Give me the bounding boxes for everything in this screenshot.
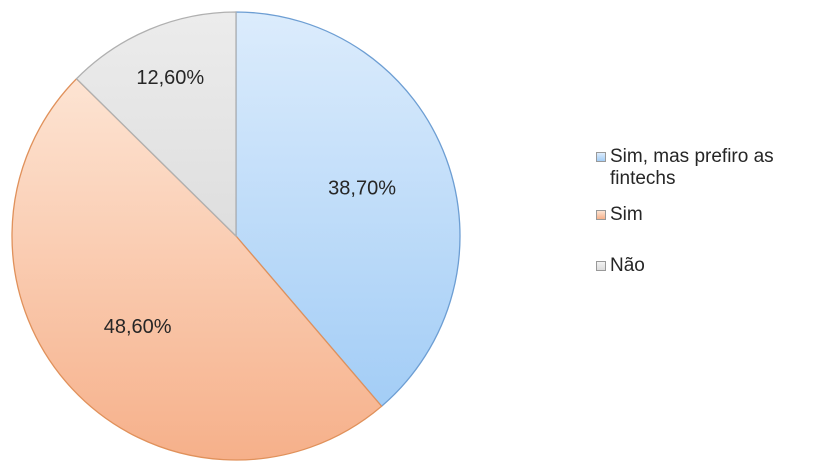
legend-swatch <box>596 210 606 220</box>
data-label: 38,70% <box>328 178 396 200</box>
legend-swatch <box>596 152 606 162</box>
pie-data-labels: 38,70% 48,60% 12,60% <box>104 67 396 338</box>
legend-item-nao: Não <box>596 255 818 277</box>
legend: Sim, mas prefiro as fintechs Sim Não <box>596 146 818 277</box>
legend-item-sim: Sim <box>596 204 818 226</box>
slice-nao <box>75 11 237 238</box>
pie-slices <box>11 11 461 461</box>
legend-item-sim-mas-prefiro: Sim, mas prefiro as fintechs <box>596 146 818 190</box>
legend-label: Sim, mas prefiro as fintechs <box>610 146 774 189</box>
slice-sim-mas-prefiro <box>235 11 461 408</box>
legend-swatch <box>596 261 606 271</box>
legend-label: Não <box>610 255 645 276</box>
slice-sim <box>11 77 383 461</box>
data-label: 48,60% <box>104 316 172 338</box>
legend-label: Sim <box>610 204 643 225</box>
data-label: 12,60% <box>136 67 204 89</box>
